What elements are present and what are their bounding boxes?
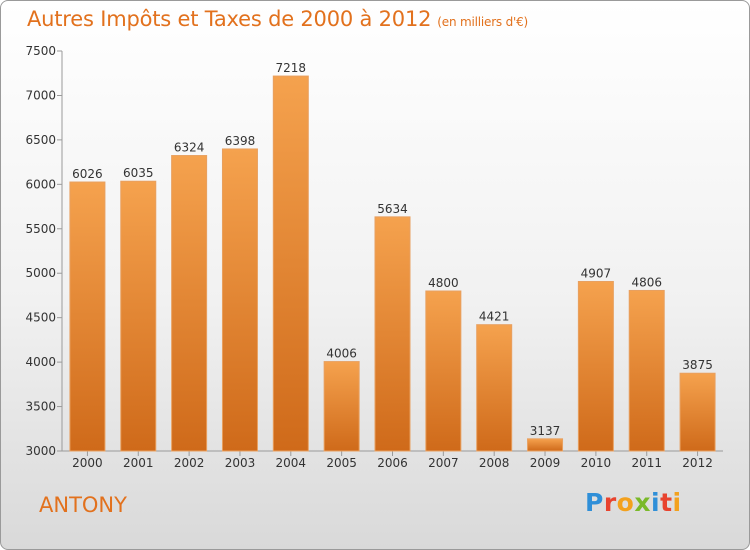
y-tick-label: 4500 (25, 311, 56, 325)
bar-2001 (120, 180, 157, 452)
data-labels: 6026 6035 6324 6398 7218 4006 5634 4800 4421 3137… (72, 61, 713, 438)
x-tick-label-2003: 2003 (225, 456, 256, 470)
y-tick-label: 4000 (25, 355, 56, 369)
bar-2009 (527, 438, 564, 452)
data-label-2004: 7218 (276, 61, 307, 75)
bar-2004 (272, 75, 309, 452)
city-name: ANTONY (39, 493, 127, 517)
bar-2003 (221, 148, 258, 452)
data-label-2003: 6398 (225, 134, 256, 148)
bar-2002 (171, 155, 208, 452)
y-tick-label: 6500 (25, 133, 56, 147)
x-tick-label-2001: 2001 (123, 456, 154, 470)
y-tick-label: 5500 (25, 222, 56, 236)
x-tick-label-2004: 2004 (276, 456, 307, 470)
data-label-2006: 5634 (377, 202, 408, 216)
data-label-2007: 4800 (428, 276, 459, 290)
chart-title: Autres Impôts et Taxes de 2000 à 2012 (en… (27, 7, 528, 31)
y-tick-label: 5000 (25, 266, 56, 280)
y-tick-label: 3000 (25, 444, 56, 458)
bar-2007 (425, 290, 462, 452)
logo-letter: i (672, 488, 682, 517)
x-tick-label-2005: 2005 (326, 456, 357, 470)
data-label-2000: 6026 (72, 167, 103, 181)
bar-2008 (476, 324, 513, 452)
y-tick-label: 7000 (25, 88, 56, 102)
axes: 3000 3500 4000 4500 5000 5500 6000 6500 7000 7500… (25, 44, 723, 470)
y-tick-label: 7500 (25, 44, 56, 58)
chart-title-text: Autres Impôts et Taxes de 2000 à 2012 (27, 7, 432, 31)
logo-letter: x (634, 488, 651, 517)
x-tick-label-2002: 2002 (174, 456, 205, 470)
data-label-2001: 6035 (123, 166, 154, 180)
x-tick-label-2010: 2010 (581, 456, 612, 470)
bars (69, 75, 716, 452)
data-label-2010: 4907 (581, 266, 612, 280)
data-label-2002: 6324 (174, 141, 205, 155)
logo-letter: i (651, 488, 661, 517)
chart-subtitle: (en milliers d'€) (437, 15, 529, 29)
data-label-2009: 3137 (530, 424, 561, 438)
data-label-2012: 3875 (682, 358, 713, 372)
x-tick-label-2009: 2009 (530, 456, 561, 470)
bar-2000 (69, 181, 106, 452)
x-tick-label-2011: 2011 (631, 456, 662, 470)
logo-letter: o (616, 488, 635, 517)
proxiti-logo: Proxiti (585, 488, 682, 517)
bar-2010 (577, 280, 614, 452)
bar-2006 (374, 216, 411, 452)
bar-2011 (628, 289, 665, 452)
x-tick-label-2008: 2008 (479, 456, 510, 470)
data-label-2011: 4806 (631, 275, 662, 289)
data-label-2005: 4006 (326, 347, 357, 361)
x-tick-label-2012: 2012 (682, 456, 713, 470)
y-tick-label: 3500 (25, 400, 56, 414)
data-label-2008: 4421 (479, 310, 510, 324)
logo-letter: P (585, 488, 604, 517)
bar-2012 (679, 372, 716, 452)
x-tick-label-2006: 2006 (377, 456, 408, 470)
y-tick-label: 6000 (25, 177, 56, 191)
x-tick-label-2000: 2000 (72, 456, 103, 470)
logo-letter: r (603, 488, 617, 517)
bar-2005 (323, 361, 360, 452)
x-tick-label-2007: 2007 (428, 456, 459, 470)
logo-letter: t (660, 488, 673, 517)
